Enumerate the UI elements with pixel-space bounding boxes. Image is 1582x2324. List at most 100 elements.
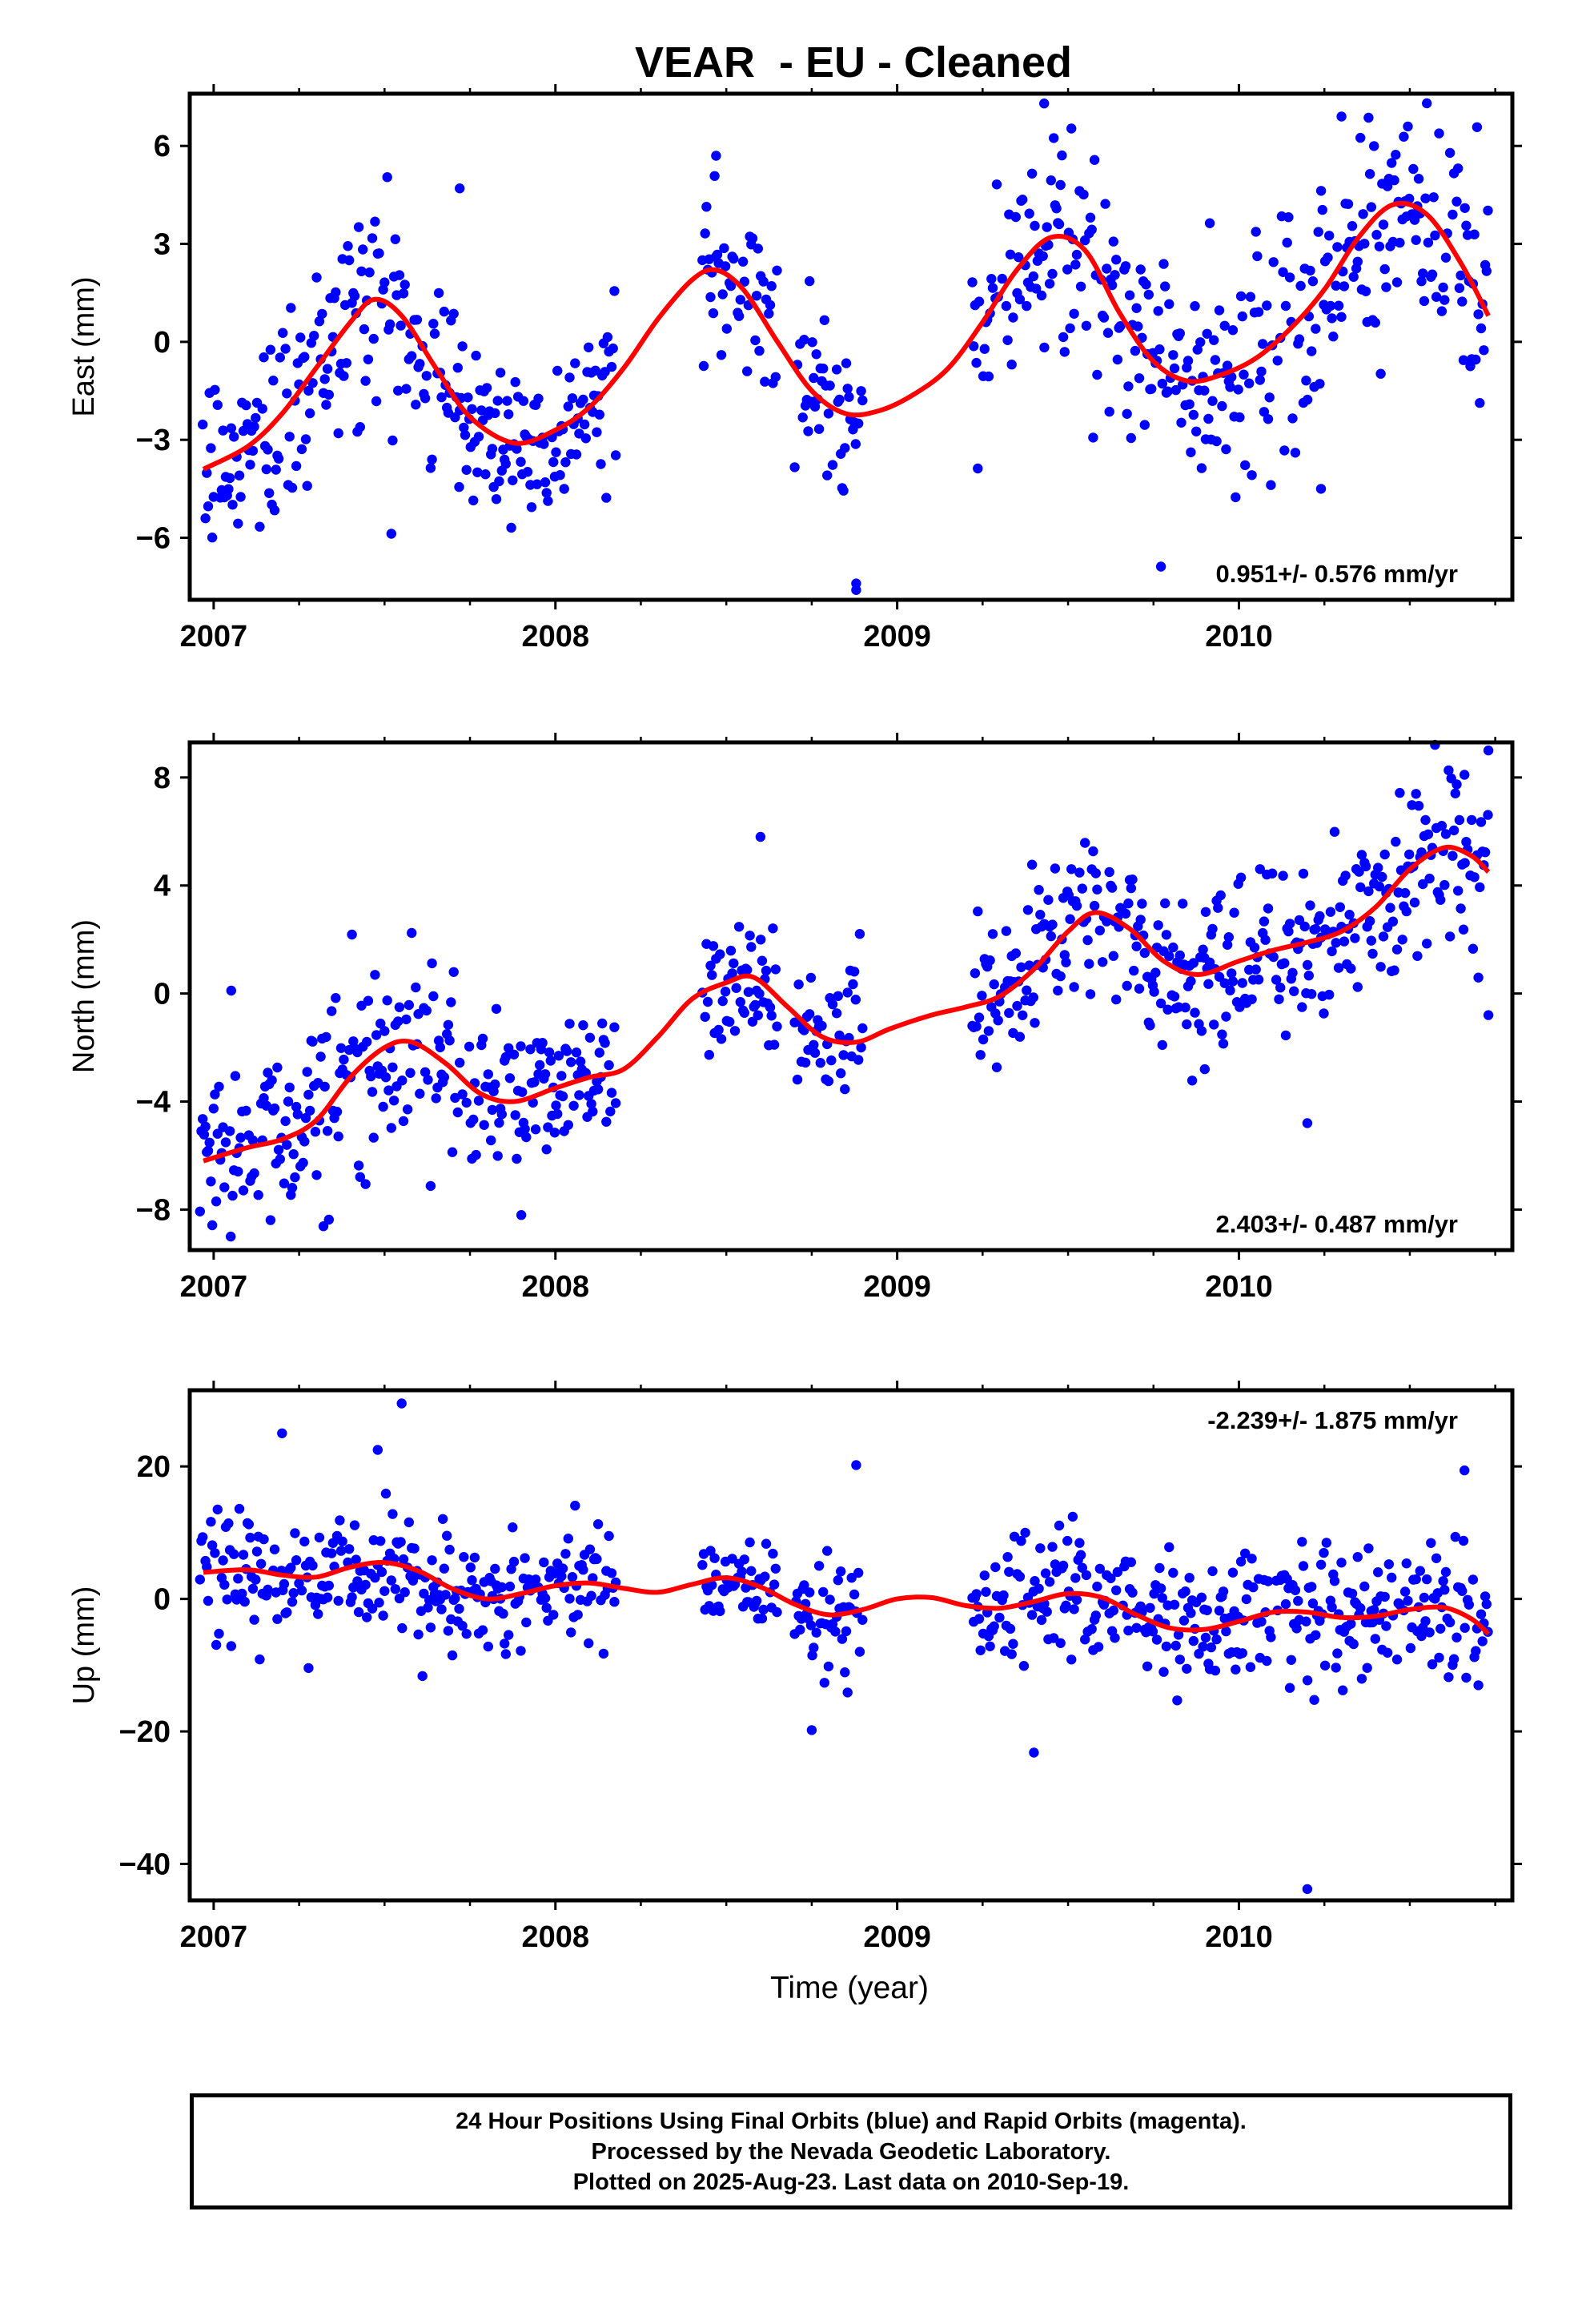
east-data-point	[1235, 291, 1247, 302]
north-data-point	[1284, 919, 1295, 929]
north-data-point	[212, 1128, 223, 1139]
east-data-point	[1210, 355, 1221, 365]
north-data-point	[840, 1084, 850, 1095]
north-data-point	[704, 1050, 714, 1060]
up-data-point	[1302, 1884, 1313, 1895]
east-data-point	[349, 291, 360, 301]
up-data-point	[560, 1549, 571, 1559]
east-data-point	[609, 286, 620, 296]
east-data-point	[737, 256, 749, 267]
east-data-point	[1108, 236, 1119, 247]
east-data-point	[698, 360, 709, 372]
east-data-point	[210, 384, 220, 395]
up-data-point	[207, 1540, 218, 1550]
north-data-point	[339, 1054, 349, 1065]
up-data-point	[1047, 1542, 1058, 1552]
up-data-point	[335, 1546, 347, 1556]
east-data-point	[1176, 417, 1186, 428]
up-data-point	[387, 1509, 398, 1519]
north-data-point	[496, 1109, 507, 1120]
east-data-point	[579, 419, 590, 430]
north-data-point	[504, 1073, 516, 1084]
north-data-point	[512, 1153, 522, 1164]
north-data-point	[1435, 895, 1446, 905]
east-data-point	[1323, 252, 1333, 263]
north-data-point	[1084, 959, 1094, 969]
north-data-point	[386, 1123, 396, 1133]
east-data-point	[967, 277, 978, 287]
north-data-point	[269, 1103, 280, 1114]
north-data-point	[528, 1097, 538, 1108]
up-data-point	[367, 1603, 378, 1614]
north-data-point	[283, 1096, 294, 1107]
north-data-point	[770, 964, 781, 975]
east-data-point	[716, 350, 727, 360]
north-data-point	[588, 1106, 598, 1117]
up-plot-frame	[187, 1388, 1515, 1903]
east-data-point	[1315, 379, 1325, 389]
north-data-point	[1106, 883, 1118, 893]
north-data-point	[1131, 941, 1142, 951]
north-data-point	[1409, 897, 1420, 908]
north-data-point	[1120, 908, 1131, 919]
up-observations	[195, 1398, 1493, 1895]
panel-up: 2007 2008 2009 2010 −40 −20 0 20 Up (mm) -2.239…	[67, 1381, 1522, 1954]
east-data-point	[721, 324, 732, 334]
north-data-point	[1460, 858, 1470, 868]
east-data-point	[1188, 409, 1199, 420]
up-data-point	[386, 1575, 396, 1586]
east-data-point	[317, 308, 327, 320]
east-data-point	[303, 385, 314, 396]
east-data-point	[1301, 376, 1311, 386]
up-data-point	[263, 1584, 273, 1595]
north-data-point	[543, 1122, 553, 1132]
up-data-point	[508, 1556, 520, 1567]
up-data-point	[697, 1560, 708, 1570]
east-data-point	[280, 344, 291, 354]
east-data-point	[512, 444, 522, 454]
north-data-point	[1331, 938, 1341, 948]
up-data-point	[1331, 1663, 1341, 1673]
north-data-point	[494, 1117, 504, 1128]
up-data-point	[811, 1627, 821, 1638]
east-data-point	[1382, 181, 1393, 191]
north-data-point	[720, 987, 731, 997]
east-data-point	[1157, 378, 1168, 389]
north-data-point	[247, 1135, 259, 1146]
north-data-point	[302, 1067, 312, 1077]
north-data-point	[1247, 994, 1257, 1005]
up-data-point	[198, 1532, 208, 1542]
east-data-point	[1191, 426, 1202, 436]
up-data-point	[990, 1562, 1001, 1573]
up-data-point	[400, 1587, 410, 1598]
east-data-point	[1469, 229, 1480, 239]
north-data-point	[564, 1019, 575, 1029]
north-y-tick-label: −8	[136, 1193, 171, 1227]
north-data-point	[1299, 921, 1310, 932]
north-data-point	[974, 1012, 985, 1023]
east-data-point	[1430, 230, 1440, 241]
east-data-point	[1168, 350, 1178, 360]
north-data-point	[455, 1057, 465, 1068]
east-data-point	[218, 425, 228, 436]
east-data-point	[1363, 112, 1374, 123]
north-data-point	[378, 1101, 388, 1112]
east-data-point	[1058, 332, 1069, 343]
east-data-point	[1371, 230, 1382, 240]
up-data-point	[1420, 1616, 1431, 1626]
up-data-point	[1352, 1552, 1363, 1562]
north-data-point	[1085, 989, 1096, 999]
up-data-point	[1214, 1606, 1225, 1616]
north-data-point	[544, 1047, 555, 1058]
north-data-point	[259, 1093, 269, 1104]
north-data-point	[970, 968, 981, 979]
east-data-point	[436, 392, 447, 403]
up-data-point	[1221, 1626, 1231, 1637]
up-data-point	[1044, 1577, 1055, 1587]
up-data-point	[218, 1555, 228, 1566]
up-data-point	[1434, 1652, 1444, 1663]
north-data-point	[415, 1088, 425, 1099]
north-data-point	[397, 1076, 408, 1086]
north-data-point	[1164, 951, 1174, 962]
